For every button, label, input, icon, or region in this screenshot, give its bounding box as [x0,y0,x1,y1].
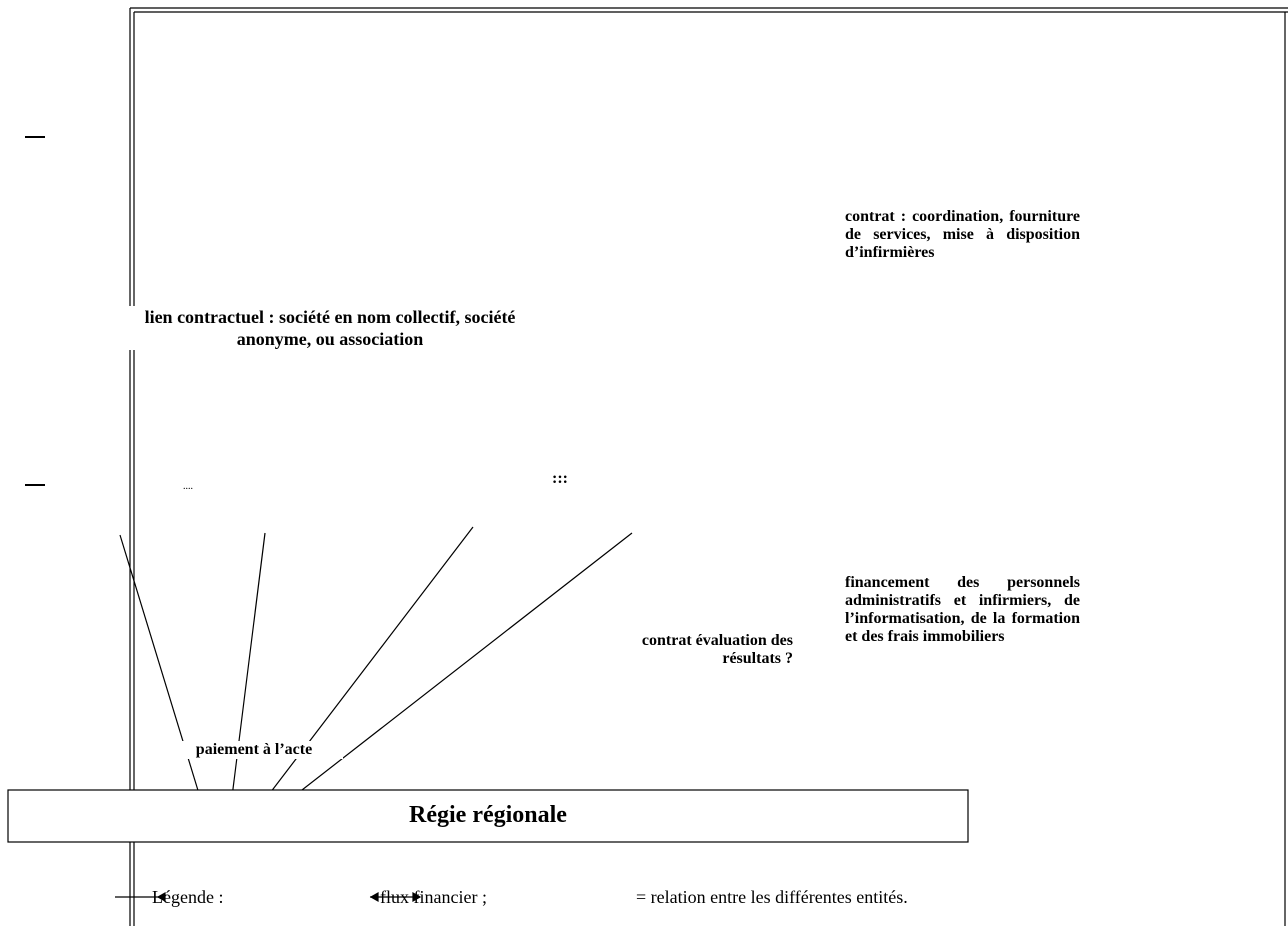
legend-arrowhead [369,891,379,903]
dots: ::: [552,470,568,487]
dots: .... [183,481,193,492]
note-evaluation: contrat évaluation des résultats ? [641,632,793,667]
legend-financial-flow: flux financier ; [380,887,487,907]
note-funding: financement des personnels administratif… [845,574,1080,645]
legend-arrowhead [156,891,166,903]
legend-relation: = relation entre les différentes entités… [636,887,908,907]
regie-label: Régie régionale [409,802,567,828]
regie-box [7,789,969,843]
legend-title: Légende : [152,887,224,907]
note-fee-for-service: paiement à l’acte [165,741,343,759]
connector [292,532,633,798]
note-contractual-link: lien contractuel : société en nom collec… [120,306,540,350]
note-coordination: contrat : coordination, fourniture de se… [845,208,1080,261]
legend-arrowhead [412,891,422,903]
